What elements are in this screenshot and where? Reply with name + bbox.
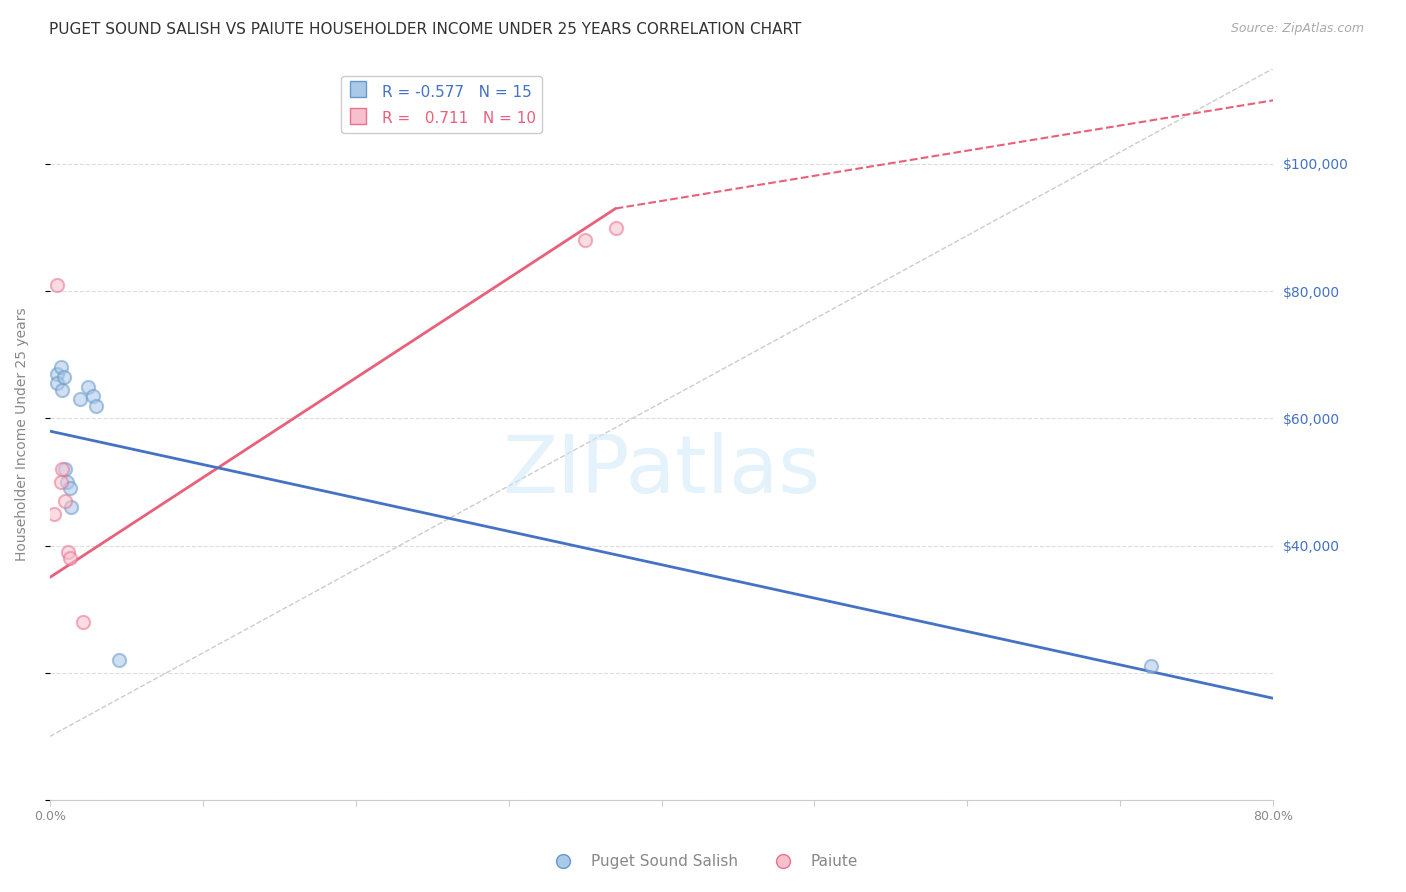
Point	[1140, 659, 1163, 673]
Point	[49, 475, 72, 489]
Point	[51, 462, 73, 476]
Point	[59, 551, 82, 566]
Point	[60, 500, 83, 515]
Point	[51, 383, 73, 397]
Point	[84, 399, 107, 413]
Point	[77, 379, 100, 393]
Point	[49, 360, 72, 375]
Y-axis label: Householder Income Under 25 years: Householder Income Under 25 years	[15, 308, 30, 561]
Legend: R = -0.577   N = 15, R =   0.711   N = 10: R = -0.577 N = 15, R = 0.711 N = 10	[340, 76, 541, 133]
Point	[59, 481, 82, 495]
Text: Source: ZipAtlas.com: Source: ZipAtlas.com	[1230, 22, 1364, 36]
Point	[53, 462, 76, 476]
Point	[55, 475, 77, 489]
Point	[574, 233, 596, 247]
Point	[44, 507, 66, 521]
Point	[46, 277, 69, 292]
Point	[46, 376, 69, 391]
Text: PUGET SOUND SALISH VS PAIUTE HOUSEHOLDER INCOME UNDER 25 YEARS CORRELATION CHART: PUGET SOUND SALISH VS PAIUTE HOUSEHOLDER…	[49, 22, 801, 37]
Point	[56, 545, 79, 559]
Point	[72, 615, 94, 629]
Legend: Puget Sound Salish, Paiute: Puget Sound Salish, Paiute	[541, 848, 865, 875]
Point	[53, 494, 76, 508]
Point	[46, 367, 69, 381]
Point	[605, 220, 627, 235]
Point	[69, 392, 91, 407]
Point	[107, 653, 129, 667]
Text: ZIPatlas: ZIPatlas	[502, 432, 821, 510]
Point	[82, 389, 104, 403]
Point	[52, 370, 75, 384]
